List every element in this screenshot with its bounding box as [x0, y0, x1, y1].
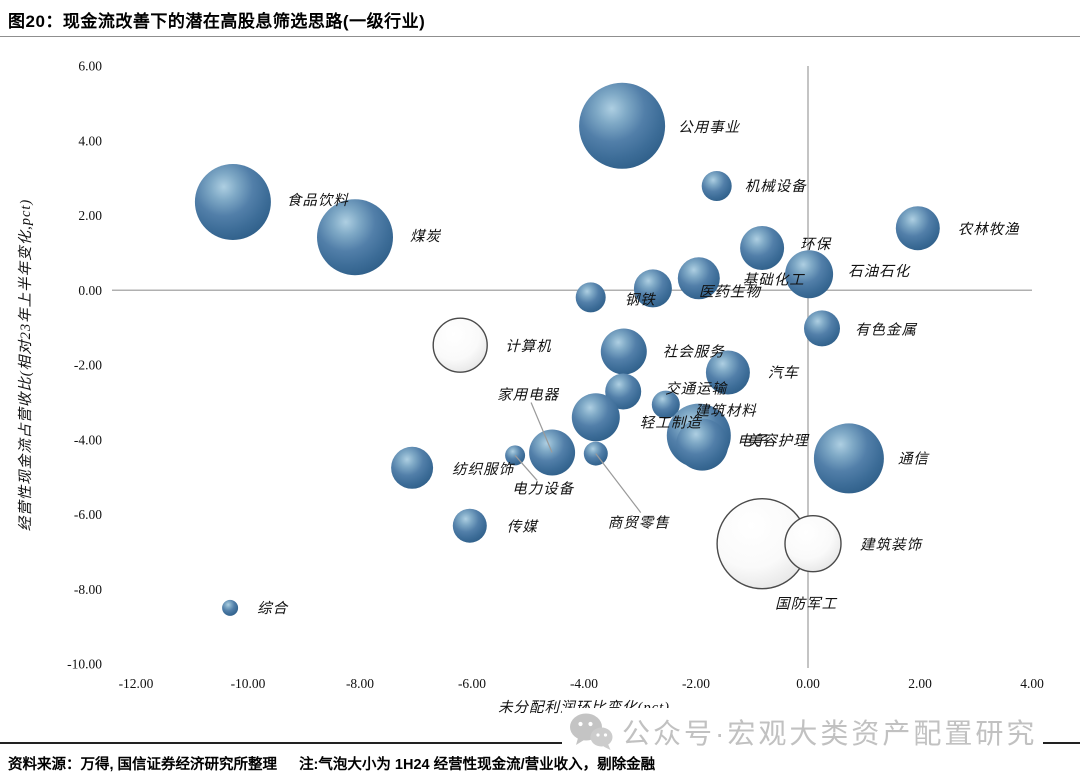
bubble-label-有色金属: 有色金属: [855, 321, 917, 338]
bubble-计算机: [432, 317, 488, 373]
footer-divider: [0, 742, 1080, 744]
bubble-汽车: [705, 350, 750, 395]
bubble-label-钢铁: 钢铁: [625, 291, 656, 308]
bubble-基础化工: [677, 257, 720, 300]
bubble-label-轻工制造: 轻工制造: [640, 414, 702, 431]
x-tick-label: -10.00: [231, 676, 266, 691]
bubble-label-建筑材料: 建筑材料: [695, 403, 757, 420]
bubble-label-美容护理: 美容护理: [747, 433, 810, 450]
x-tick-label: 0.00: [796, 676, 820, 691]
source-text: 资料来源：万得, 国信证券经济研究所整理: [8, 757, 278, 773]
y-tick-label: 2.00: [78, 208, 102, 223]
y-tick-label: -6.00: [74, 507, 102, 522]
wechat-icon: [570, 713, 613, 750]
x-tick-label: -12.00: [119, 676, 154, 691]
x-tick-label: -4.00: [570, 676, 598, 691]
bubble-label-环保: 环保: [800, 236, 831, 253]
bubble-家用电器: [529, 429, 576, 476]
bubble-综合: [222, 599, 239, 616]
bubble-label-石油石化: 石油石化: [848, 263, 910, 280]
title-divider: [0, 36, 1080, 37]
bubble-钢铁: [575, 282, 606, 313]
bubble-label-机械设备: 机械设备: [745, 178, 807, 195]
y-axis-title: 经营性现金流占营收比(相对23年上半年变化,pct): [17, 199, 34, 532]
bubble-label-商贸零售: 商贸零售: [608, 515, 670, 532]
bubble-label-纺织服饰: 纺织服饰: [452, 461, 515, 478]
leader-line-家用电器: [530, 402, 553, 453]
x-tick-label: -2.00: [682, 676, 710, 691]
bubble-食品饮料: [194, 164, 271, 240]
leader-line-电力设备: [514, 455, 538, 481]
bubble-建筑材料: [651, 390, 680, 419]
bubble-label-通信: 通信: [898, 450, 930, 467]
bubble-社会服务: [600, 328, 647, 375]
x-tick-label: -8.00: [346, 676, 374, 691]
bubble-传媒: [452, 508, 487, 543]
bubble-通信: [813, 423, 884, 494]
note-text: 注:气泡大小为 1H24 经营性现金流/营业收入，剔除金融: [299, 757, 656, 773]
bubble-label-电子: 电子: [737, 433, 768, 450]
watermark: 公众号·宏观大类资产配置研究: [562, 708, 1044, 756]
bubble-label-汽车: 汽车: [768, 365, 799, 382]
bubble-label-传媒: 传媒: [507, 519, 539, 536]
watermark-text: 公众号·宏观大类资产配置研究: [622, 718, 1038, 749]
bubble-石油石化: [785, 250, 834, 299]
bubble-label-农林牧渔: 农林牧渔: [958, 221, 1020, 238]
y-tick-label: 0.00: [78, 283, 102, 298]
bubble-交通运输: [605, 373, 642, 410]
bubble-公用事业: [579, 82, 666, 169]
bubble-label-食品饮料: 食品饮料: [287, 192, 349, 209]
source-note: 资料来源：万得, 国信证券经济研究所整理 注:气泡大小为 1H24 经营性现金流/…: [8, 753, 655, 774]
bubble-label-计算机: 计算机: [505, 338, 552, 355]
bubble-有色金属: [804, 310, 840, 347]
y-tick-label: -8.00: [74, 582, 102, 597]
bubble-纺织服饰: [391, 446, 434, 489]
y-tick-label: 4.00: [78, 133, 102, 148]
x-tick-label: -6.00: [458, 676, 486, 691]
bubble-轻工制造: [571, 393, 620, 442]
y-tick-label: -2.00: [74, 358, 102, 373]
bubble-机械设备: [701, 171, 732, 201]
figure-title: 图20：现金流改善下的潜在高股息筛选思路(一级行业): [8, 12, 426, 31]
y-tick-label: -10.00: [67, 657, 102, 672]
bubble-label-建筑装饰: 建筑装饰: [860, 537, 923, 554]
x-tick-label: 2.00: [908, 676, 932, 691]
bubble-煤炭: [317, 199, 393, 276]
bubble-label-国防军工: 国防军工: [775, 596, 837, 613]
y-tick-label: 6.00: [78, 59, 102, 74]
bubble-label-公用事业: 公用事业: [678, 119, 740, 136]
x-tick-label: 4.00: [1020, 676, 1044, 691]
bubble-label-煤炭: 煤炭: [410, 228, 441, 245]
bubble-label-交通运输: 交通运输: [665, 381, 728, 398]
leader-line-商贸零售: [595, 453, 642, 513]
bubble-label-电力设备: 电力设备: [512, 480, 574, 497]
bubble-label-综合: 综合: [257, 600, 288, 617]
bubble-电子: [676, 418, 729, 471]
bubble-label-社会服务: 社会服务: [663, 344, 725, 361]
bubble-label-基础化工: 基础化工: [743, 271, 805, 288]
bubble-环保: [740, 226, 785, 270]
bubble-医药生物: [633, 269, 672, 308]
bubble-label-家用电器: 家用电器: [497, 387, 559, 404]
bubble-农林牧渔: [895, 206, 940, 251]
bubble-label-医药生物: 医药生物: [699, 283, 762, 300]
bubble-建筑装饰: [784, 515, 842, 573]
y-tick-label: -4.00: [74, 432, 102, 447]
